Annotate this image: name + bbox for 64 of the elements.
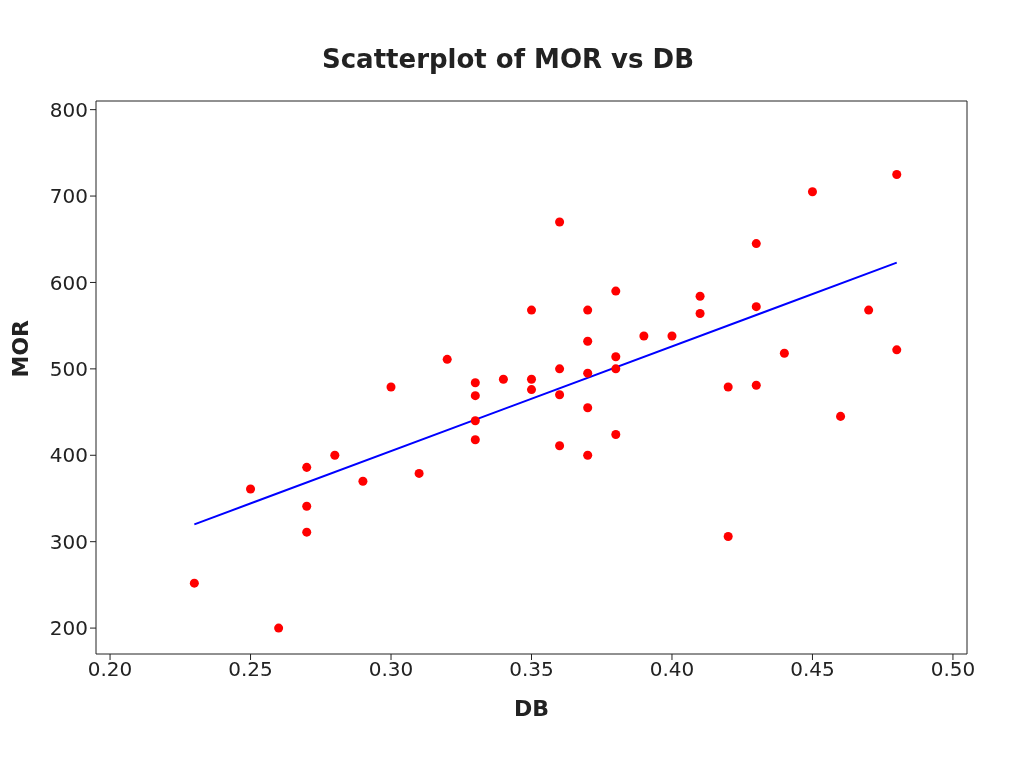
point xyxy=(864,305,874,315)
point xyxy=(583,305,593,315)
point xyxy=(751,239,761,249)
point xyxy=(358,476,368,486)
point xyxy=(611,352,621,362)
point xyxy=(751,380,761,390)
x-tick-label: 0.30 xyxy=(368,657,414,682)
point xyxy=(836,411,846,421)
point xyxy=(583,336,593,346)
point xyxy=(470,435,480,445)
point xyxy=(583,403,593,413)
x-tick-label: 0.45 xyxy=(790,657,835,682)
point xyxy=(414,468,424,478)
y-tick-label: 600 xyxy=(49,270,88,295)
point xyxy=(302,501,312,511)
point xyxy=(892,169,902,179)
point xyxy=(498,374,508,384)
point xyxy=(751,302,761,312)
point xyxy=(695,291,705,301)
point xyxy=(779,348,789,358)
point xyxy=(807,187,817,197)
point xyxy=(555,364,565,374)
point xyxy=(892,345,902,355)
point xyxy=(302,527,312,537)
point xyxy=(470,391,480,401)
point xyxy=(611,430,621,440)
point xyxy=(526,374,537,384)
y-tick-label: 500 xyxy=(49,356,88,381)
y-tick-label: 200 xyxy=(49,616,88,641)
point xyxy=(583,450,593,460)
x-tick-label: 0.50 xyxy=(930,657,976,682)
y-tick-label: 700 xyxy=(49,184,88,209)
x-axis-title: DB xyxy=(513,696,550,721)
x-tick-label: 0.35 xyxy=(509,657,554,682)
point xyxy=(695,309,705,319)
y-tick-label: 300 xyxy=(49,529,88,554)
y-tick-label: 400 xyxy=(49,443,88,468)
point xyxy=(583,368,593,378)
point xyxy=(555,441,565,451)
point xyxy=(189,578,199,588)
x-tick-label: 0.25 xyxy=(228,657,273,682)
x-tick-label: 0.40 xyxy=(649,657,695,682)
y-tick-label: 800 xyxy=(49,97,88,122)
point xyxy=(246,484,256,494)
y-axis-title: MOR xyxy=(7,319,33,378)
x-tick-label: 0.20 xyxy=(87,657,133,682)
point xyxy=(470,378,480,388)
point xyxy=(611,364,621,374)
point xyxy=(555,217,565,227)
point xyxy=(555,390,565,400)
point xyxy=(526,305,537,315)
point xyxy=(639,331,649,341)
point xyxy=(611,286,621,296)
point xyxy=(470,416,480,426)
point xyxy=(526,385,537,395)
chart-title: Scatterplot of MOR vs DB xyxy=(321,43,695,76)
point xyxy=(302,462,312,472)
point xyxy=(274,623,284,633)
point xyxy=(723,382,733,392)
point xyxy=(442,354,452,364)
point xyxy=(723,531,733,541)
point xyxy=(386,382,396,392)
point xyxy=(667,331,677,341)
point xyxy=(330,450,340,460)
